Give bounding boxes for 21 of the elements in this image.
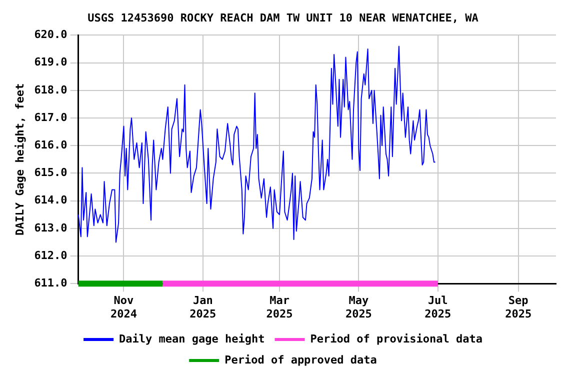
y-tick-label: 613.0 (34, 221, 68, 234)
y-tick-label: 611.0 (34, 276, 68, 290)
x-tick-label: May 2025 (345, 294, 372, 320)
chart-title: USGS 12453690 ROCKY REACH DAM TW UNIT 10 NEAR WENATCHEE, WA (88, 11, 479, 24)
x-tick-label: Jul 2025 (424, 294, 452, 320)
y-tick-label: 615.0 (34, 166, 68, 180)
legend-label: Daily mean gage height (119, 332, 265, 346)
y-tick-label: 612.0 (34, 248, 68, 262)
legend-label: Period of provisional data (310, 332, 482, 346)
x-tick-label: Sep 2025 (505, 294, 532, 320)
y-tick-label: 618.0 (34, 83, 68, 96)
legend-label: Period of approved data (224, 353, 377, 366)
y-tick-label: 619.0 (34, 56, 68, 69)
y-tick-label: 617.0 (34, 110, 68, 124)
y-axis-title: DAILY Gage height, feet (13, 83, 26, 236)
x-tick-label: Nov 2024 (110, 294, 138, 320)
y-tick-label: 614.0 (34, 194, 68, 207)
x-tick-label: Jan 2025 (190, 294, 216, 320)
x-tick-label: Mar 2025 (266, 294, 293, 320)
y-tick-label: 616.0 (34, 138, 68, 152)
y-tick-label: 620.0 (34, 28, 68, 42)
